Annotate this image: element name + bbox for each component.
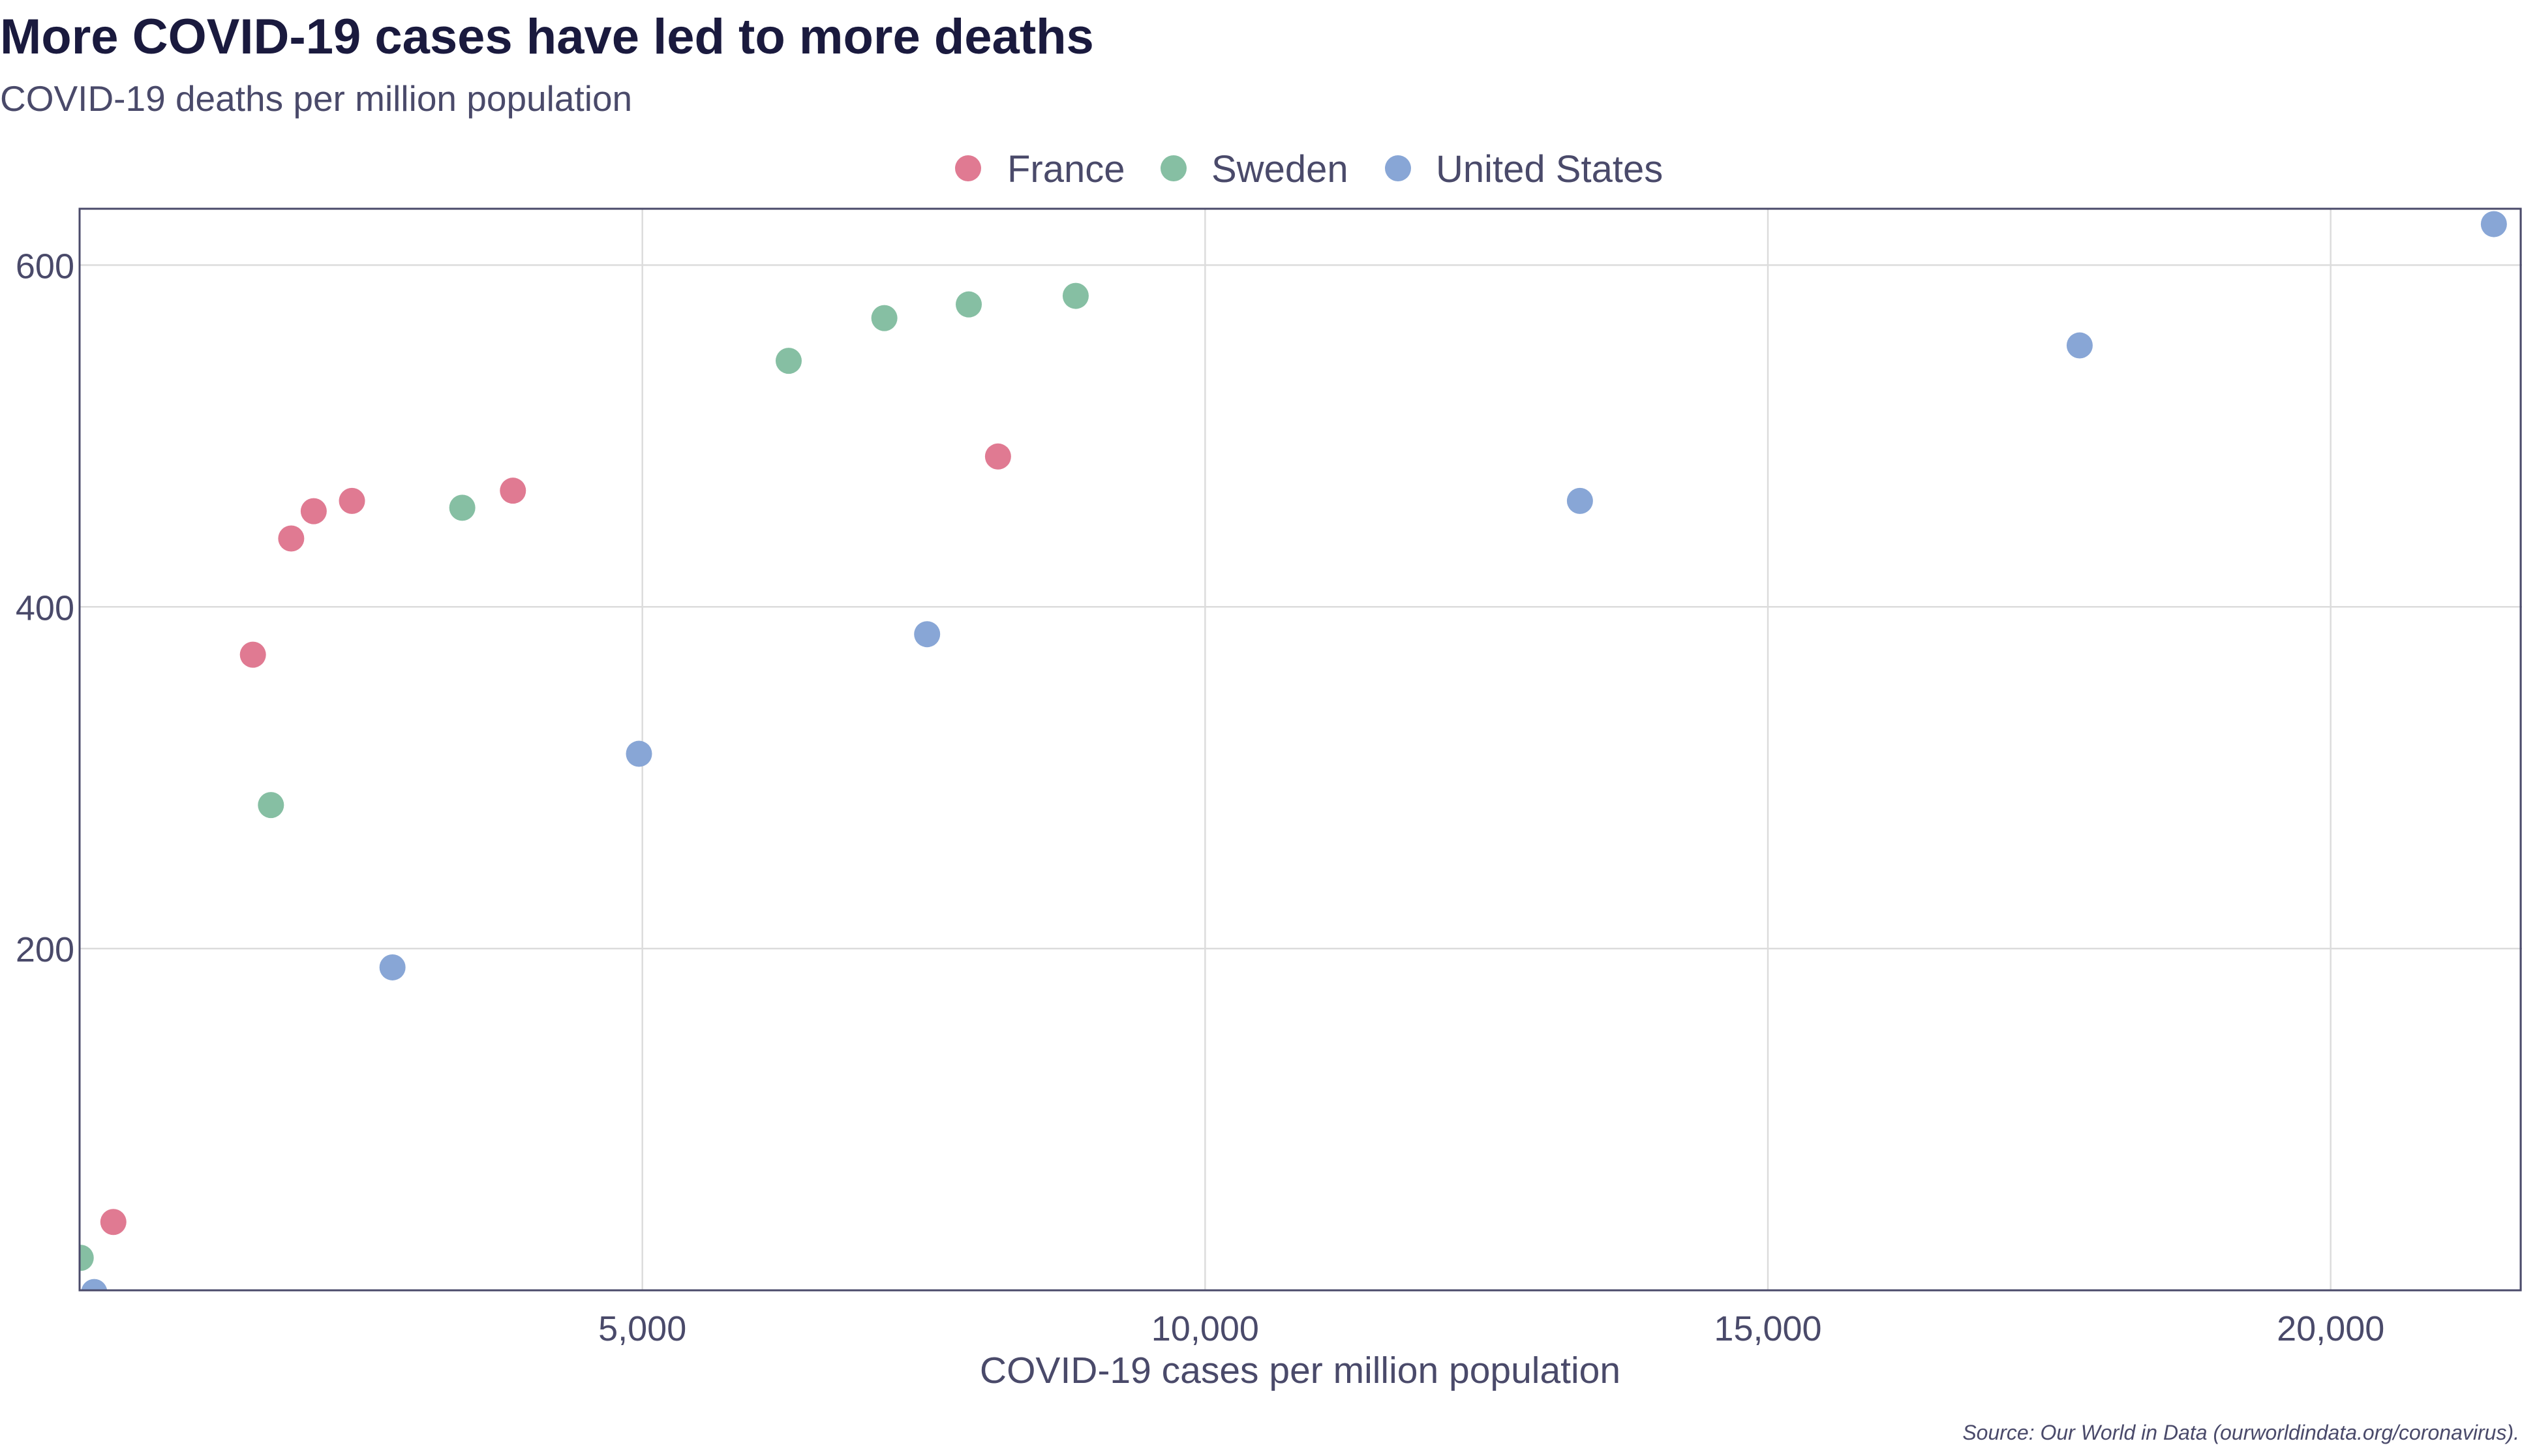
data-point-united-states <box>2480 211 2507 237</box>
data-point-united-states <box>914 621 941 648</box>
data-point-sweden <box>956 291 982 318</box>
chart-title: More COVID-19 cases have led to more dea… <box>0 9 1094 65</box>
data-point-united-states <box>379 954 406 980</box>
data-point-united-states <box>1566 487 1593 514</box>
plot-panel <box>78 207 2522 1292</box>
x-axis-title: COVID-19 cases per million population <box>980 1350 1620 1391</box>
legend-label: United States <box>1436 148 1663 190</box>
data-point-united-states <box>2066 332 2093 359</box>
data-point-france <box>500 478 526 504</box>
legend-marker <box>1385 155 1411 181</box>
y-tick-label: 200 <box>16 930 74 969</box>
data-point-sweden <box>775 348 802 374</box>
data-point-united-states <box>81 1279 108 1290</box>
data-point-france <box>100 1209 127 1236</box>
legend: France Sweden United States <box>955 148 1663 190</box>
x-tick-label: 5,000 <box>598 1309 686 1348</box>
chart-subtitle: COVID-19 deaths per million population <box>0 78 632 119</box>
data-point-france <box>300 498 327 524</box>
legend-label: Sweden <box>1211 148 1348 190</box>
y-tick-label: 400 <box>16 588 74 628</box>
data-point-sweden <box>871 305 898 331</box>
data-point-france <box>278 525 305 552</box>
x-tick-label: 15,000 <box>1714 1309 1821 1348</box>
data-point-sweden <box>258 792 284 819</box>
legend-marker <box>1161 155 1187 181</box>
x-tick-label: 10,000 <box>1151 1309 1259 1348</box>
data-point-sweden <box>1062 282 1089 309</box>
data-points <box>80 211 2507 1290</box>
data-point-united-states <box>626 740 652 767</box>
data-point-france <box>339 487 365 514</box>
source-note: Source: Our World in Data (ourworldindat… <box>1962 1421 2519 1444</box>
y-axis-ticks: 200 400 600 <box>16 247 74 969</box>
y-tick-label: 600 <box>16 247 74 286</box>
data-point-sweden <box>449 494 476 521</box>
gridlines <box>80 209 2522 1290</box>
data-point-france <box>984 443 1011 470</box>
data-point-sweden <box>80 1245 94 1271</box>
legend-label: France <box>1007 148 1125 190</box>
x-tick-label: 20,000 <box>2277 1309 2384 1348</box>
legend-marker <box>955 155 981 181</box>
data-point-france <box>239 641 266 668</box>
x-axis-ticks: 5,000 10,000 15,000 20,000 <box>598 1309 2384 1348</box>
